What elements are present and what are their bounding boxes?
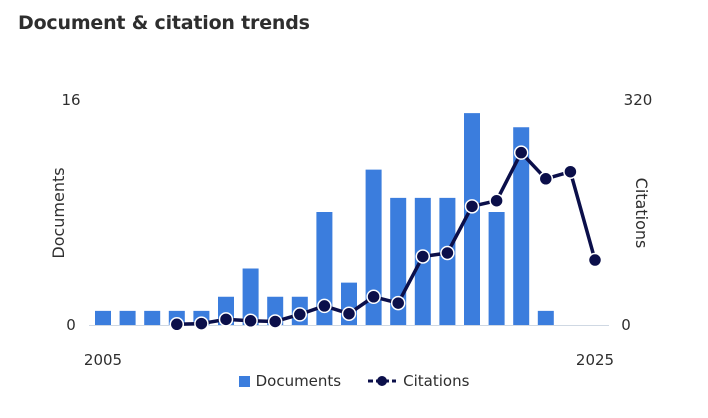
point-citations-2009[interactable] [194, 316, 209, 331]
legend: Documents Citations [0, 372, 708, 390]
legend-bar-swatch-icon [238, 375, 250, 387]
x-tick-last: 2025 [576, 351, 614, 369]
bar-documents-2007[interactable] [144, 310, 161, 325]
point-citations-2019[interactable] [440, 245, 455, 261]
y-tick-right-max: 320 [624, 91, 653, 109]
point-citations-2015[interactable] [341, 306, 357, 321]
point-citations-2021[interactable] [489, 193, 504, 208]
bar-documents-2020[interactable] [464, 113, 480, 325]
bar-documents-2023[interactable] [537, 310, 554, 325]
point-citations-2008[interactable] [169, 317, 185, 332]
bar-documents-2006[interactable] [119, 310, 136, 325]
point-citations-2024[interactable] [563, 164, 578, 179]
point-citations-2020[interactable] [464, 199, 480, 214]
point-citations-2016[interactable] [366, 289, 381, 304]
y-tick-left-min: 0 [66, 316, 76, 334]
point-citations-2023[interactable] [538, 171, 554, 187]
legend-label-citations: Citations [403, 372, 470, 390]
bar-documents-2022[interactable] [513, 127, 530, 325]
legend-line-swatch-icon [368, 376, 397, 386]
bar-documents-2019[interactable] [439, 197, 456, 325]
y-axis-label-right: Citations [632, 178, 651, 249]
legend-label-documents: Documents [255, 372, 342, 390]
legend-item-documents[interactable]: Documents [238, 372, 342, 390]
point-citations-2010[interactable] [218, 312, 234, 327]
bar-documents-2014[interactable] [316, 212, 333, 325]
y-tick-left-max: 16 [61, 91, 80, 109]
bar-documents-2005[interactable] [95, 310, 111, 325]
y-tick-right-min: 0 [621, 316, 631, 334]
bar-documents-2011[interactable] [242, 268, 259, 326]
point-citations-2022[interactable] [513, 145, 529, 160]
point-citations-2017[interactable] [390, 295, 406, 311]
bar-documents-2021[interactable] [488, 212, 505, 325]
bar-documents-2016[interactable] [365, 169, 382, 325]
point-citations-2012[interactable] [267, 314, 283, 329]
y-axis-label-left: Documents [49, 167, 68, 258]
point-citations-2011[interactable] [243, 313, 258, 329]
x-tick-first: 2005 [84, 351, 122, 369]
legend-item-citations[interactable]: Citations [367, 372, 469, 390]
point-citations-2014[interactable] [317, 298, 332, 314]
chart-title: Document & citation trends [18, 12, 310, 34]
point-citations-2013[interactable] [292, 307, 308, 322]
line-citations [176, 150, 597, 327]
point-citations-2025[interactable] [587, 252, 603, 268]
point-citations-2018[interactable] [415, 249, 431, 264]
